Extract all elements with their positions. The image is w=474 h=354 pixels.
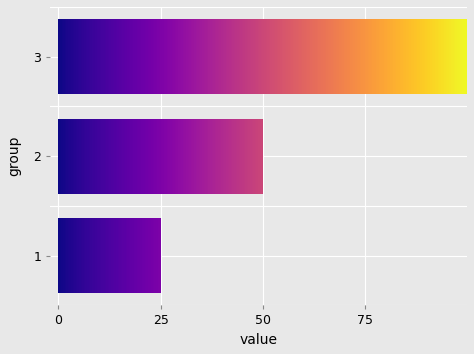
X-axis label: value: value <box>240 333 278 347</box>
Y-axis label: group: group <box>7 136 21 176</box>
